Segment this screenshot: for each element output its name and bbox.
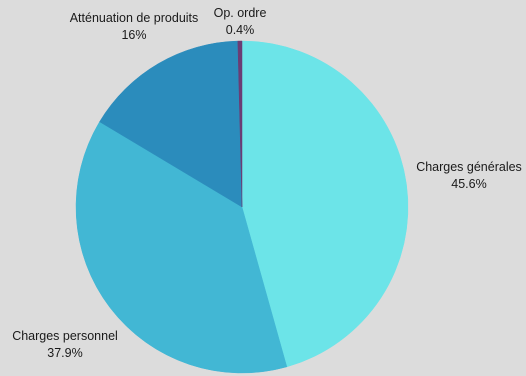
slice-value-charges-personnel: 37.9% (47, 346, 82, 360)
pie-slice-attenuation-produits (99, 40, 243, 208)
pie-slice-op-ordre (237, 40, 243, 208)
pie-slice-charges-generales (241, 40, 409, 368)
slice-value-charges-generales: 45.6% (451, 177, 486, 191)
slice-value-op-ordre: 0.4% (226, 23, 255, 37)
pie-slice-charges-personnel (75, 121, 288, 374)
slice-label-charges-generales: Charges générales (416, 160, 522, 174)
slice-label-attenuation-produits: Atténuation de produits (70, 11, 199, 25)
slice-label-op-ordre: Op. ordre (214, 6, 267, 20)
slice-value-attenuation-produits: 16% (121, 28, 146, 42)
slice-label-charges-personnel: Charges personnel (12, 329, 118, 343)
